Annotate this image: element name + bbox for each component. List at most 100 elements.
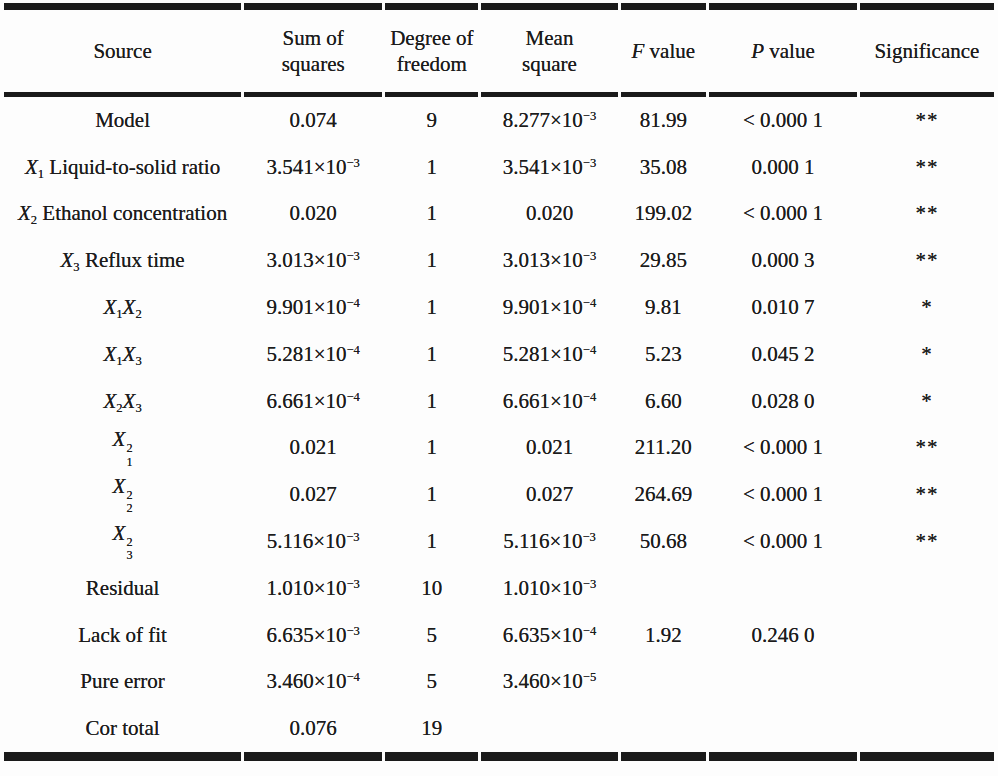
cell-sum-of-squares: 3.013×10−3 — [244, 237, 382, 284]
cell-sum-of-squares: 3.460×10−4 — [244, 659, 382, 706]
row-label: X1X3 — [4, 331, 241, 378]
cell-sum-of-squares: 0.074 — [244, 97, 382, 144]
cell-f-value: 29.85 — [621, 237, 707, 284]
cell-degree-of-freedom: 1 — [385, 471, 478, 518]
table-row: X1X35.281×10−415.281×10−45.230.045 2* — [4, 331, 994, 378]
cell-p-value: < 0.000 1 — [709, 191, 857, 238]
row-label: X23 — [4, 518, 241, 565]
cell-f-value: 81.99 — [621, 97, 707, 144]
cell-significance: * — [860, 331, 994, 378]
row-label: Cor total — [4, 705, 241, 761]
cell-sum-of-squares: 0.021 — [244, 425, 382, 472]
row-label: X3 Reflux time — [4, 237, 241, 284]
cell-degree-of-freedom: 1 — [385, 237, 478, 284]
cell-mean-square: 3.460×10−5 — [481, 659, 617, 706]
row-label: Residual — [4, 565, 241, 612]
cell-sum-of-squares: 0.027 — [244, 471, 382, 518]
table-row: Model0.07498.277×10−381.99< 0.000 1** — [4, 97, 994, 144]
cell-p-value: 0.028 0 — [709, 378, 857, 425]
cell-f-value: 6.60 — [621, 378, 707, 425]
cell-significance: ** — [860, 191, 994, 238]
row-label: X1 Liquid-to-solid ratio — [4, 144, 241, 191]
cell-degree-of-freedom: 1 — [385, 331, 478, 378]
cell-degree-of-freedom: 1 — [385, 425, 478, 472]
column-header-degree-of-freedom: Degree offreedom — [385, 3, 478, 97]
column-header-p-value: P value — [709, 3, 857, 97]
row-label: Model — [4, 97, 241, 144]
cell-p-value: < 0.000 1 — [709, 425, 857, 472]
cell-degree-of-freedom: 1 — [385, 191, 478, 238]
cell-mean-square: 9.901×10−4 — [481, 284, 617, 331]
cell-sum-of-squares: 6.635×10−3 — [244, 612, 382, 659]
cell-degree-of-freedom: 5 — [385, 612, 478, 659]
cell-significance: ** — [860, 518, 994, 565]
cell-p-value: 0.010 7 — [709, 284, 857, 331]
cell-p-value: 0.246 0 — [709, 612, 857, 659]
cell-p-value: 0.045 2 — [709, 331, 857, 378]
cell-f-value: 264.69 — [621, 471, 707, 518]
cell-p-value: < 0.000 1 — [709, 97, 857, 144]
cell-f-value: 1.92 — [621, 612, 707, 659]
cell-mean-square: 5.281×10−4 — [481, 331, 617, 378]
cell-degree-of-freedom: 10 — [385, 565, 478, 612]
cell-significance: ** — [860, 97, 994, 144]
row-label: X2X3 — [4, 378, 241, 425]
table-row: X2X36.661×10−416.661×10−46.600.028 0* — [4, 378, 994, 425]
table-row: Residual1.010×10−3101.010×10−3 — [4, 565, 994, 612]
table-row: X1X29.901×10−419.901×10−49.810.010 7* — [4, 284, 994, 331]
table-row: X220.02710.027264.69< 0.000 1** — [4, 471, 994, 518]
row-label: X2 Ethanol concentration — [4, 191, 241, 238]
table-row: Cor total0.07619 — [4, 705, 994, 761]
row-label: X1X2 — [4, 284, 241, 331]
column-header-source: Source — [4, 3, 241, 97]
cell-significance: ** — [860, 144, 994, 191]
table-row: X1 Liquid-to-solid ratio3.541×10−313.541… — [4, 144, 994, 191]
cell-degree-of-freedom: 19 — [385, 705, 478, 761]
cell-significance — [860, 659, 994, 706]
cell-sum-of-squares: 5.281×10−4 — [244, 331, 382, 378]
cell-mean-square: 3.013×10−3 — [481, 237, 617, 284]
cell-degree-of-freedom: 1 — [385, 518, 478, 565]
table-row: X235.116×10−315.116×10−350.68< 0.000 1** — [4, 518, 994, 565]
cell-degree-of-freedom: 1 — [385, 144, 478, 191]
column-header-significance: Significance — [860, 3, 994, 97]
table-row: X3 Reflux time3.013×10−313.013×10−329.85… — [4, 237, 994, 284]
row-label: Pure error — [4, 659, 241, 706]
cell-significance: ** — [860, 471, 994, 518]
cell-significance: ** — [860, 425, 994, 472]
cell-mean-square: 0.020 — [481, 191, 617, 238]
cell-sum-of-squares: 3.541×10−3 — [244, 144, 382, 191]
anova-table: SourceSum ofsquaresDegree offreedomMeans… — [1, 3, 997, 761]
cell-f-value: 9.81 — [621, 284, 707, 331]
cell-mean-square: 0.021 — [481, 425, 617, 472]
cell-f-value — [621, 659, 707, 706]
table-row: Lack of fit6.635×10−356.635×10−41.920.24… — [4, 612, 994, 659]
cell-f-value: 5.23 — [621, 331, 707, 378]
cell-significance — [860, 705, 994, 761]
column-header-f-value: F value — [621, 3, 707, 97]
cell-f-value: 211.20 — [621, 425, 707, 472]
cell-p-value: 0.000 3 — [709, 237, 857, 284]
header-row: SourceSum ofsquaresDegree offreedomMeans… — [4, 3, 994, 97]
cell-significance: ** — [860, 237, 994, 284]
cell-sum-of-squares: 5.116×10−3 — [244, 518, 382, 565]
cell-significance — [860, 565, 994, 612]
row-label: X21 — [4, 425, 241, 472]
column-header-mean-square: Meansquare — [481, 3, 617, 97]
cell-degree-of-freedom: 9 — [385, 97, 478, 144]
row-label: X22 — [4, 471, 241, 518]
cell-mean-square: 3.541×10−3 — [481, 144, 617, 191]
cell-mean-square: 6.635×10−4 — [481, 612, 617, 659]
scanned-paper-table-page: SourceSum ofsquaresDegree offreedomMeans… — [0, 0, 998, 776]
cell-p-value — [709, 659, 857, 706]
cell-p-value — [709, 565, 857, 612]
cell-f-value — [621, 705, 707, 761]
column-header-sum-of-squares: Sum ofsquares — [244, 3, 382, 97]
cell-sum-of-squares: 9.901×10−4 — [244, 284, 382, 331]
cell-mean-square: 1.010×10−3 — [481, 565, 617, 612]
cell-p-value: < 0.000 1 — [709, 471, 857, 518]
table-row: X2 Ethanol concentration0.02010.020199.0… — [4, 191, 994, 238]
cell-significance: * — [860, 284, 994, 331]
cell-mean-square — [481, 705, 617, 761]
cell-degree-of-freedom: 5 — [385, 659, 478, 706]
